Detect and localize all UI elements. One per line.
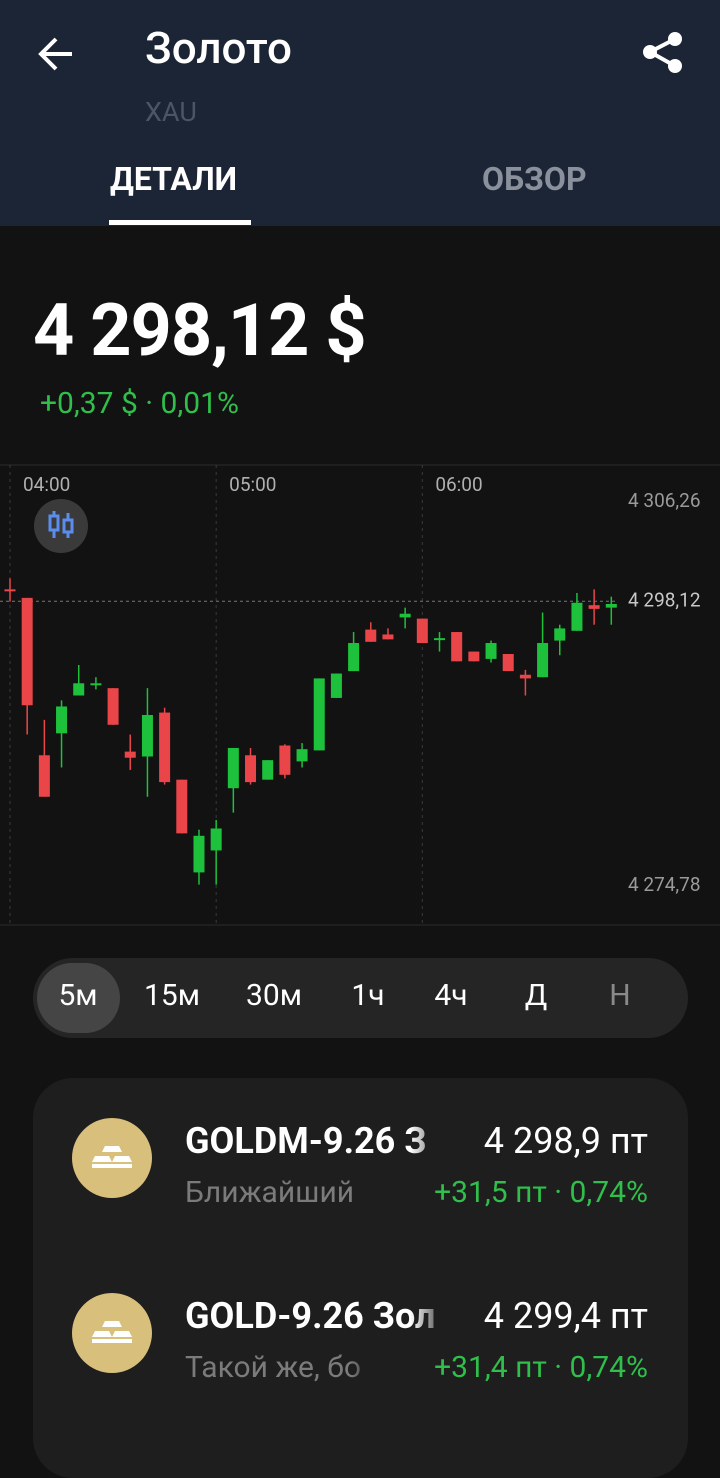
indicator-button[interactable] [33,498,89,554]
y-tick-label: 4 274,78 [628,873,701,896]
candle-body [90,683,102,686]
candle-body [399,613,411,618]
timeframe-option[interactable]: 4ч [434,978,468,1013]
candle-body [365,629,377,642]
instrument-name: GOLD-9.26 Зол [185,1295,436,1337]
x-tick-label: 06:00 [435,473,482,496]
candle-body [451,632,463,662]
tab[interactable]: ОБЗОР [482,160,587,198]
candle-body [382,634,394,640]
chart: 04:00 05:00 06:00 4 306,26 4 274,78 4 298,12 [0,464,720,926]
timeframe-selected [37,963,120,1033]
price-change: +0,37 $ · 0,01% [40,386,239,421]
app-bar [0,0,720,226]
title: Золото [145,22,292,74]
candle-body [193,835,205,873]
candle-body [485,643,497,659]
candle-body [210,828,222,851]
candle-body [21,597,33,706]
timeframe-option[interactable]: 30м [246,978,302,1013]
instrument-description: Ближайший [185,1175,355,1210]
candle-body [56,706,68,734]
candle-body [245,755,257,783]
candle-body [554,628,566,641]
candle-body [605,603,617,608]
instrument-name: GOLDM-9.26 З [185,1120,427,1162]
candle-body [227,747,239,789]
tab[interactable]: ДЕТАЛИ [110,160,238,198]
candle-body [38,755,50,797]
current-price-label: 4 298,12 [628,588,701,611]
candle-body [519,674,531,679]
candle-body [313,678,325,751]
tab-indicator [109,220,251,225]
candle-body [502,654,514,672]
candle-body [279,745,291,775]
candle-body [124,751,136,758]
candle-body [330,673,342,698]
timeframe-option[interactable]: 5м [58,978,98,1013]
instrument-change: +31,4 пт · 0,74% [434,1350,648,1385]
timeframe-option[interactable]: Н [609,978,631,1013]
candle-body [468,651,480,662]
candle-body [537,643,549,678]
candle-body [262,760,274,780]
price: 4 298,12 $ [33,288,367,373]
candle-body [176,779,188,834]
candle-body [4,589,16,592]
instrument-price: 4 299,4 пт [483,1295,648,1337]
instrument-icon [72,1118,152,1198]
x-tick-label: 05:00 [229,473,276,496]
candle-body [434,638,445,641]
candle-body [296,749,308,762]
candle-body [348,643,360,672]
candle-body [73,683,85,696]
candle-body [416,618,428,644]
back-button[interactable] [36,34,76,74]
timeframe-bar [33,958,688,1038]
y-tick-label: 4 306,26 [628,489,701,512]
candle-body [588,605,600,609]
instrument-price: 4 298,9 пт [483,1120,648,1162]
share-button[interactable] [640,30,686,76]
timeframe-option[interactable]: Д [524,978,548,1013]
instrument-change: +31,5 пт · 0,74% [434,1175,648,1210]
x-tick-label: 04:00 [23,473,70,496]
candle-body [107,688,119,725]
candle-body [159,712,171,783]
timeframe-option[interactable]: 1ч [351,978,385,1013]
candle-body [141,715,153,757]
subtitle: XAU [145,96,197,128]
instrument-description: Такой же, бо [185,1350,361,1385]
timeframe-option[interactable]: 15м [144,978,200,1013]
candle-body [571,602,583,631]
instrument-icon [72,1293,152,1373]
